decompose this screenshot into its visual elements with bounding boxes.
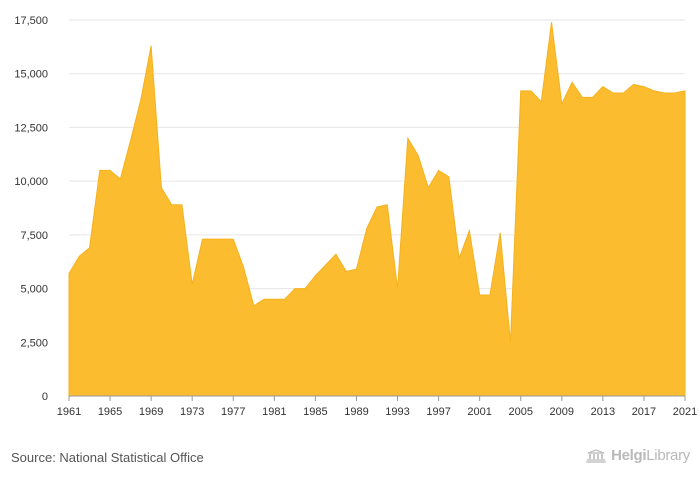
x-tick-label: 2021 — [673, 406, 697, 418]
brand-logo[interactable]: HelgiLibrary — [585, 447, 690, 464]
x-tick-label: 1969 — [139, 406, 163, 418]
y-tick-label: 15,000 — [14, 69, 48, 81]
x-tick-label: 1977 — [221, 406, 245, 418]
y-tick-label: 0 — [42, 391, 48, 403]
x-tick-label: 2009 — [550, 406, 574, 418]
x-tick-label: 2001 — [467, 406, 491, 418]
y-tick-label: 7,500 — [20, 230, 48, 242]
x-tick-label: 1981 — [262, 406, 286, 418]
x-tick-label: 1997 — [426, 406, 450, 418]
area-chart: 0 2,500 5,000 7,500 10,000 12,500 15,000 17,500… — [14, 15, 697, 418]
y-tick-label: 5,000 — [20, 284, 48, 296]
x-tick-label: 1973 — [180, 406, 204, 418]
y-axis-ticks: 0 2,500 5,000 7,500 10,000 12,500 15,000 17,500 — [14, 15, 48, 403]
y-tick-label: 17,500 — [14, 15, 48, 27]
area-series — [68, 22, 686, 397]
y-tick-label: 2,500 — [20, 337, 48, 349]
x-axis-ticks: 1961 1965 1969 1973 1977 1981 1985 1989 1993 1997… — [57, 396, 697, 418]
x-tick-label: 1965 — [98, 406, 122, 418]
x-tick-label: 1985 — [303, 406, 327, 418]
x-tick-label: 2017 — [632, 406, 656, 418]
y-tick-label: 12,500 — [14, 122, 48, 134]
x-tick-label: 1989 — [344, 406, 368, 418]
x-tick-label: 2013 — [591, 406, 615, 418]
x-tick-label: 2005 — [508, 406, 532, 418]
brand-name: HelgiLibrary — [611, 447, 690, 464]
library-building-icon — [586, 448, 607, 463]
x-tick-label: 1993 — [385, 406, 409, 418]
source-note: Source: National Statistical Office — [11, 450, 204, 465]
y-tick-label: 10,000 — [14, 176, 48, 188]
x-tick-label: 1961 — [57, 406, 81, 418]
